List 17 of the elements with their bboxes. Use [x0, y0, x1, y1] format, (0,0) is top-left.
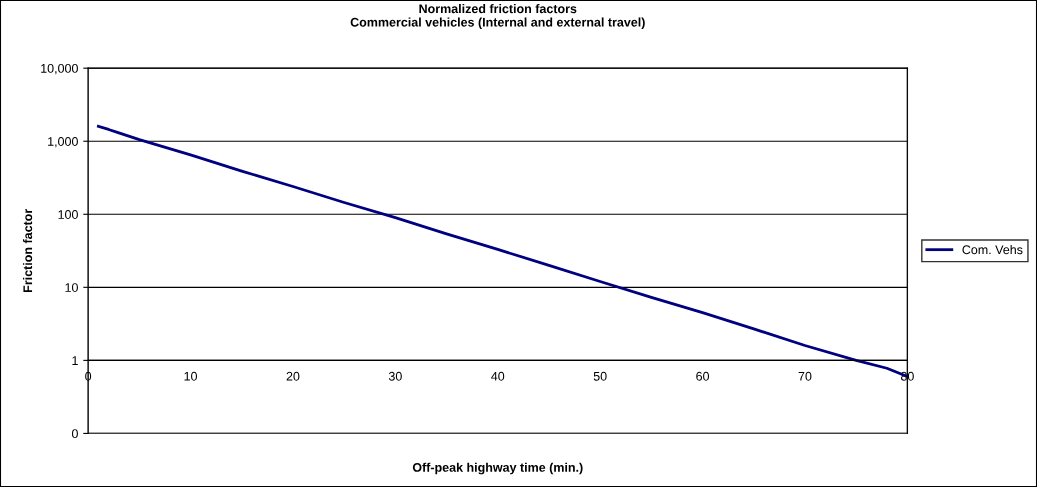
y-tick-label: 1,000 — [48, 137, 78, 148]
y-tick-label: 10,000 — [41, 63, 78, 75]
x-tick-label: 60 — [696, 371, 710, 381]
y-tick-label: 0 — [71, 429, 78, 439]
x-tick-label: 30 — [388, 371, 402, 381]
y-axis-title: Friction factor — [22, 208, 33, 292]
x-tick-label: 20 — [286, 371, 300, 381]
y-tick-label: 100 — [58, 210, 78, 219]
chart-title: Normalized friction factors Commercial vehicles (Internal and external travel) — [350, 3, 645, 30]
y-tick-label: 1 — [72, 356, 78, 365]
x-tick-label: 10 — [184, 371, 198, 381]
x-tick-label: 70 — [798, 371, 812, 381]
x-tick-label: 50 — [593, 371, 607, 381]
y-tick-label: 10 — [65, 283, 78, 292]
x-tick-label: 40 — [491, 371, 505, 381]
x-axis-title: Off-peak highway time (min.) — [412, 462, 583, 475]
legend-label: Com. Vehs — [962, 244, 1023, 255]
